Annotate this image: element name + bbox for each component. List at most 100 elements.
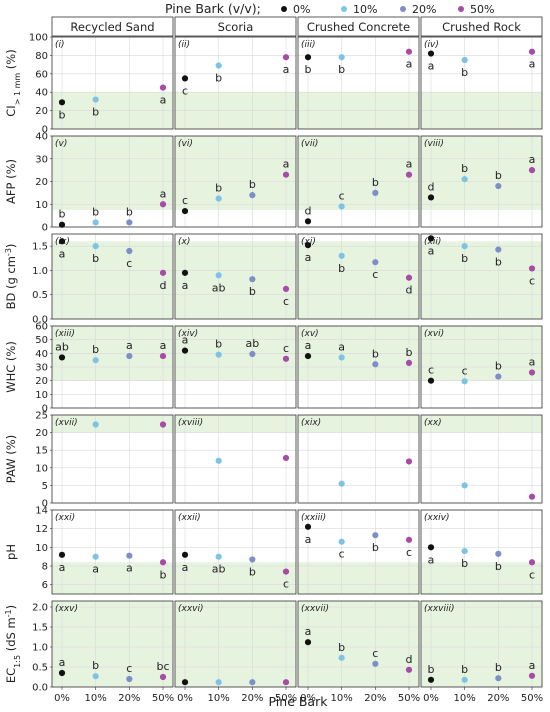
data-point: [282, 355, 290, 362]
column-header: Scoria: [218, 20, 254, 34]
significance-letter: b: [92, 205, 99, 218]
target-band: [52, 562, 173, 594]
x-tick-label: 50%: [275, 693, 297, 704]
panel-frame: [174, 325, 297, 409]
column-header-box: [297, 16, 420, 37]
data-point: [495, 675, 502, 682]
panel-2-3: (vii) d c b a: [297, 135, 420, 228]
target-band: [421, 562, 542, 594]
panel-label: (xv): [301, 329, 319, 339]
data-point: [249, 556, 256, 563]
data-point: [249, 276, 256, 283]
panel-label: (i): [55, 40, 65, 50]
panel-1-2: (ii) c b a: [174, 36, 297, 130]
panel-label: (xvi): [424, 329, 444, 339]
data-point: [427, 194, 435, 201]
legend-label-50%: 50%: [470, 3, 494, 16]
data-point: [159, 84, 167, 91]
data-point: [215, 679, 222, 686]
data-point: [282, 54, 290, 61]
y-tick-label: 1.0: [32, 266, 48, 277]
significance-letter: d: [160, 279, 167, 292]
data-point: [181, 347, 189, 354]
panel-frame: [420, 233, 543, 320]
panel-4-4: (xvi) c c b a: [420, 325, 543, 409]
y-tick-label: 15: [35, 446, 48, 457]
data-point: [159, 201, 167, 208]
panel-frame: [297, 414, 420, 504]
y-tick-label: 1.5: [32, 242, 48, 253]
data-point: [405, 274, 413, 281]
significance-letter: b: [249, 178, 256, 191]
significance-letter: ab: [55, 340, 69, 353]
legend-marker-0%: [281, 6, 287, 12]
data-point: [215, 351, 222, 358]
x-axis-label: Pine Bark: [269, 694, 329, 709]
data-point: [181, 207, 189, 215]
y-tick-label: 0: [42, 125, 48, 136]
data-point: [338, 538, 345, 545]
data-point: [528, 493, 536, 500]
panel-label: (xii): [424, 237, 441, 247]
target-band: [175, 241, 296, 319]
panel-frame: [174, 509, 297, 595]
significance-letter: ab: [212, 563, 226, 576]
panel-label: (vi): [178, 139, 193, 149]
significance-letter: b: [215, 182, 222, 195]
significance-letter: a: [283, 158, 290, 171]
y-tick-label: 0: [42, 223, 48, 234]
data-point: [495, 182, 502, 190]
target-band: [52, 136, 173, 210]
significance-letter: b: [372, 176, 379, 189]
significance-letter: b: [249, 565, 256, 578]
legend-marker-50%: [458, 6, 464, 12]
data-point: [338, 654, 345, 661]
panel-label: (xxiii): [301, 513, 326, 523]
significance-letter: a: [406, 158, 413, 171]
significance-letter: b: [92, 106, 99, 119]
data-point: [282, 679, 290, 686]
y-tick-label: 40: [35, 349, 48, 360]
panel-label: (xvii): [55, 418, 78, 428]
data-point: [159, 352, 167, 360]
data-point: [304, 523, 312, 530]
significance-letter: a: [529, 153, 536, 166]
legend-label-0%: 0%: [293, 3, 310, 16]
panel-1-3: (iii) b b a: [297, 36, 420, 130]
y-tick-label: 0.0: [32, 683, 48, 694]
target-band: [421, 601, 542, 687]
significance-letter: a: [305, 251, 312, 264]
data-point: [338, 252, 345, 259]
panel-5-1: (xvii): [51, 414, 174, 504]
data-point: [304, 352, 312, 360]
significance-letter: b: [92, 343, 99, 356]
panel-label: (xxi): [55, 513, 75, 523]
data-point: [461, 243, 468, 250]
column-header: Crushed Concrete: [307, 20, 410, 34]
data-point: [282, 454, 290, 462]
y-axis-label: CI> 1 mm (%): [4, 49, 22, 116]
significance-letter: a: [428, 244, 435, 257]
significance-letter: a: [529, 659, 536, 672]
data-point: [282, 285, 290, 292]
data-point: [405, 359, 413, 366]
y-tick-label: 1.0: [32, 643, 48, 654]
y-axis-label: WHC (%): [4, 341, 18, 393]
data-point: [372, 259, 379, 266]
y-axis-label: EC1:5 (dS m-1): [4, 605, 22, 683]
data-point: [461, 176, 468, 183]
data-point: [58, 221, 66, 228]
panel-frame: [51, 600, 174, 688]
panel-frame: [297, 600, 420, 688]
data-point: [215, 457, 222, 464]
x-tick-label: 20%: [118, 693, 140, 704]
data-point: [528, 672, 536, 679]
significance-letter: c: [372, 647, 378, 660]
panel-frame: [51, 36, 174, 130]
panel-label: (xxiv): [424, 513, 450, 523]
panel-3-3: (xi) a b c d: [297, 233, 420, 320]
panel-6-4: (xxiv) a b b c: [420, 509, 543, 595]
data-point: [427, 544, 435, 551]
significance-letter: b: [461, 66, 468, 79]
significance-letter: c: [283, 342, 289, 355]
